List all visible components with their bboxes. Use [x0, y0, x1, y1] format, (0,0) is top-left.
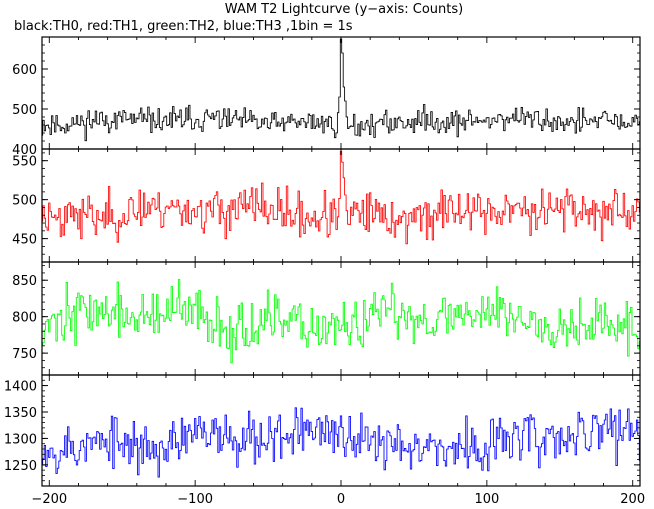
- y-tick-label: 850: [12, 274, 37, 289]
- x-tick-label: −200: [31, 492, 67, 505]
- panel-th2: 750 800 850: [12, 261, 641, 376]
- x-tick-label: 200: [620, 492, 645, 505]
- panel-th3: 1250 1300 1350 1400: [4, 374, 641, 487]
- y-tick-label: 450: [12, 233, 37, 248]
- y-tick-label: 800: [12, 311, 37, 326]
- y-tick-label: 1400: [4, 380, 37, 395]
- series-line-th1: [42, 150, 640, 245]
- y-tick-label: 1250: [4, 459, 37, 474]
- y-tick-label: 1350: [4, 406, 37, 421]
- y-tick-label: 600: [12, 63, 37, 78]
- series-line-th3: [42, 407, 640, 478]
- series-line-th0: [42, 38, 640, 142]
- panel-th1: 450 500 550: [12, 148, 641, 263]
- series-line-th2: [42, 279, 640, 364]
- y-tick-label: 400: [12, 143, 37, 158]
- y-tick-label: 500: [12, 103, 37, 118]
- x-tick-label: 100: [474, 492, 499, 505]
- y-tick-label: 550: [12, 155, 37, 170]
- x-tick-label: 0: [337, 492, 345, 505]
- x-axis: −200 −100 0 100 200: [31, 492, 645, 507]
- chart-title: WAM T2 Lightcurve (y−axis: Counts): [225, 2, 463, 17]
- x-tick-label: −100: [177, 492, 213, 505]
- panel-frame: [41, 36, 641, 150]
- panels-layer: 4005006004505005507508008501250130013501…: [4, 36, 641, 487]
- panel-th0: 400 500 600: [12, 36, 641, 158]
- y-tick-label: 500: [12, 194, 37, 209]
- chart-subtitle: black:TH0, red:TH1, green:TH2, blue:TH3 …: [14, 19, 353, 34]
- y-tick-label: 1300: [4, 432, 37, 447]
- y-tick-label: 750: [12, 347, 37, 362]
- panel-frame: [41, 261, 641, 376]
